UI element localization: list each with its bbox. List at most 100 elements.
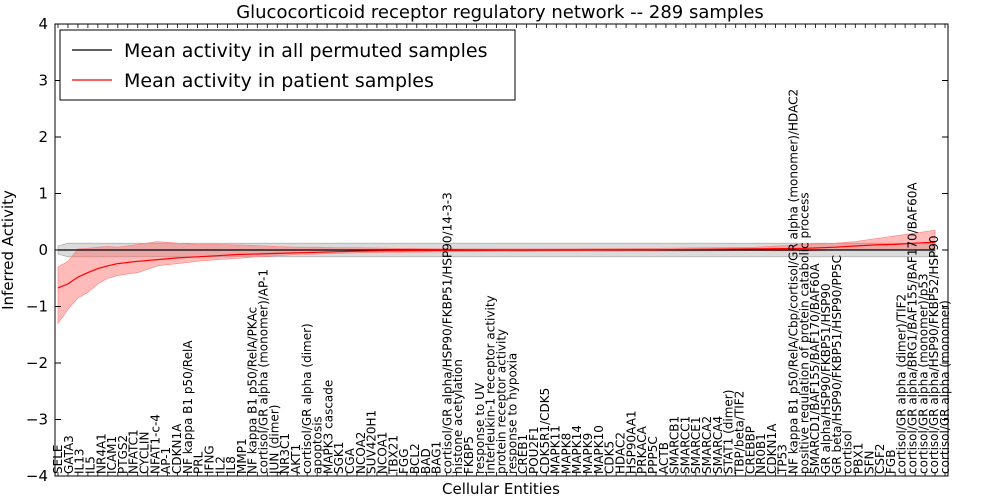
entity-label: IL5 <box>84 456 98 474</box>
entity-label: NR0B1 <box>754 433 768 474</box>
entity-label: NF kappa B1 p50/RelA/Cbp/cortisol/GR alp… <box>787 89 801 474</box>
x-entity-labels: SELEGATA3IL13IL5NR4A1ICAM1PTGS2NFATC1CYC… <box>51 89 952 475</box>
entity-label: MAPK10 <box>592 425 606 474</box>
entity-label: PRL <box>192 451 206 474</box>
x-axis-label: Cellular Entities <box>442 480 560 498</box>
entity-label: cortisol <box>841 430 855 474</box>
entity-label: BAD <box>419 448 433 474</box>
entity-label: NFAT1-c-4 <box>148 414 162 474</box>
entity-label: ICAM1 <box>105 436 119 474</box>
entity-label: cortisol/GR alpha (dimer)/TIF2 <box>895 294 909 474</box>
entity-label: STAT1 (dimer) <box>722 390 736 474</box>
entity-label: JUN (dimer) <box>267 405 281 475</box>
entity-label: PPP5C <box>646 436 660 474</box>
legend-label-permuted: Mean activity in all permuted samples <box>124 40 487 62</box>
entity-label: CREB1 <box>516 434 530 474</box>
entity-label: cortisol/GR alpha/BRG1/BAF155/BAF170/BAF… <box>906 182 920 474</box>
legend-label-patient: Mean activity in patient samples <box>124 70 434 92</box>
entity-label: SMARCE1 <box>689 416 703 474</box>
entity-label: CGA <box>343 447 357 474</box>
chart-title: Glucocorticoid receptor regulatory netwo… <box>236 2 764 23</box>
entity-label: apoptosis <box>311 416 325 474</box>
y-tick-label: −1 <box>26 298 48 316</box>
entity-label: histone acetylation <box>451 359 465 474</box>
entity-label: NFATC1 <box>127 429 141 474</box>
entity-label: protein receptor activity <box>495 329 509 474</box>
entity-label: TP53 <box>776 444 790 475</box>
entity-label: CDKN1A <box>170 423 184 474</box>
entity-label: FGG <box>397 449 411 475</box>
entity-label: cortisol/GR alpha/HSP90/FKBP52/HSP90 <box>927 235 941 474</box>
entity-label: SMARCB1 <box>668 416 682 474</box>
line-patient <box>57 241 936 289</box>
entity-label: AP-1 <box>159 447 173 474</box>
entity-label: NR3C1 <box>278 433 292 474</box>
entity-label: CDK5R1/CDK5 <box>538 388 552 474</box>
entity-label: POU2F1 <box>527 426 541 474</box>
y-tick-label: 3 <box>38 72 48 90</box>
y-tick-label: −4 <box>26 467 48 485</box>
entity-label: IL8 <box>224 456 238 474</box>
entity-label: cortisol/GR alpha/HSP90/FKBP51/HSP90/14-… <box>440 192 454 474</box>
y-tick-label: −2 <box>26 354 48 372</box>
entity-label: SMARCD1/BAF155/BAF170/BAF60A <box>808 263 822 474</box>
entity-label: TBP/beta/TIF2 <box>733 391 747 475</box>
entity-label: HDAC2 <box>614 432 628 474</box>
entity-label: cortisol/GR alpha (monomer)/p53 <box>916 273 930 474</box>
entity-label: CSF2 <box>873 443 887 474</box>
entity-label: SGK1 <box>332 442 346 474</box>
entity-label: CYCLIN <box>138 432 152 474</box>
entity-label: GATA3 <box>62 435 76 474</box>
entity-label: CREBBP <box>743 426 757 474</box>
y-tick-label: 4 <box>38 15 48 33</box>
series-lines <box>57 241 936 289</box>
entity-label: SMARCC1 <box>678 416 692 474</box>
y-tick-label: 2 <box>38 128 48 146</box>
entity-label: CDK5 <box>603 441 617 474</box>
entity-label: BAG1 <box>430 441 444 474</box>
entity-label: MMP1 <box>235 438 249 474</box>
entity-label: BCL2 <box>408 443 422 474</box>
entity-label: SMARCA2 <box>700 416 714 474</box>
y-tick-label: 1 <box>38 185 48 203</box>
entity-label: TBX21 <box>386 435 400 475</box>
entity-label: interleukin-1 receptor activity <box>484 295 498 474</box>
entity-label: MAPK14 <box>570 425 584 474</box>
entity-label: NCOA2 <box>354 432 368 474</box>
entity-label: MAPK8 <box>559 433 573 474</box>
entity-label: ACTB <box>657 442 671 474</box>
entity-label: HSP90AA1 <box>624 410 638 474</box>
entity-label: response to hypoxia <box>505 353 519 474</box>
entity-label: FGB <box>884 450 898 474</box>
entity-label: SFN <box>862 451 876 475</box>
entity-label: positive regulation of protein catabolic… <box>797 192 811 474</box>
entity-label: NF kappa B1 p50/RelA/PKAc <box>246 307 260 474</box>
entity-label: NR4A1 <box>94 433 108 474</box>
entity-label: IFNG <box>202 445 216 474</box>
entity-label: MAPK3 cascade <box>321 380 335 474</box>
entity-label: NCOA1 <box>376 432 390 474</box>
entity-label: IL2 <box>213 456 227 474</box>
entity-label: PBX1 <box>852 443 866 474</box>
entity-label: CDKN1A <box>765 423 779 474</box>
y-tick-label: 0 <box>38 241 48 259</box>
y-axis-ticks: −4 −3 −2 −1 0 1 2 3 4 <box>26 15 948 485</box>
entity-label: cortisol/GR alpha (monomer) <box>938 300 952 474</box>
legend: Mean activity in all permuted samples Me… <box>59 29 516 101</box>
entity-label: NF kappa B1 p50/RelA <box>181 340 195 474</box>
entity-label: cortisol/GR alpha (dimer) <box>300 323 314 474</box>
entity-label: PRKACA <box>635 425 649 474</box>
entity-label: cortisol/GR alpha (monomer)/AP-1 <box>257 269 271 474</box>
entity-label: IL13 <box>73 449 87 475</box>
entity-label: SUV420H1 <box>365 410 379 474</box>
entity-label: response to UV <box>473 382 487 474</box>
entity-label: GR alpha/HSP90/FKBP51/HSP90 <box>819 283 833 474</box>
entity-label: FKBP5 <box>462 436 476 474</box>
entity-label: GR beta/HSP90/FKBP51/HSP90/PP5C <box>830 255 844 474</box>
y-tick-label: −3 <box>26 411 48 429</box>
entity-label: SMARCA4 <box>711 416 725 474</box>
legend-frame <box>59 29 516 101</box>
entity-label: MAPK9 <box>581 433 595 474</box>
entity-label: AKT1 <box>289 444 303 474</box>
